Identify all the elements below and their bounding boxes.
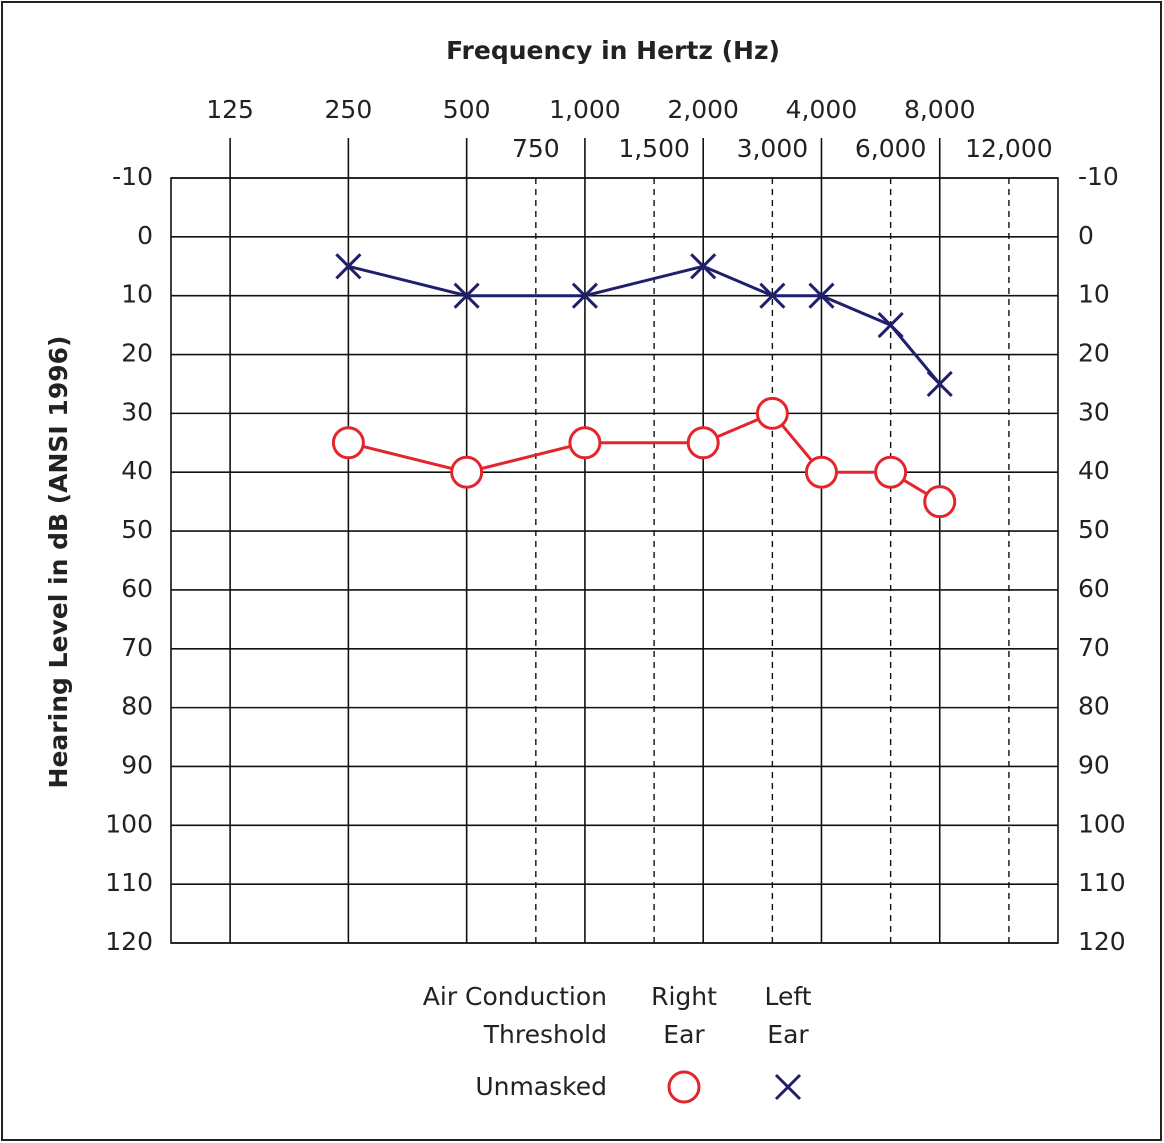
x-minor-tick-label: 6,000 xyxy=(855,134,927,163)
y-tick-label: 120 xyxy=(105,927,153,956)
data-point xyxy=(686,426,720,460)
y-tick-label: 40 xyxy=(121,456,153,485)
x-tick-label: 1,000 xyxy=(549,95,621,124)
x-tick-label: 250 xyxy=(325,95,373,124)
x-tick-label: 2,000 xyxy=(667,95,739,124)
data-point xyxy=(335,253,362,280)
y-tick-label-right: -10 xyxy=(1078,162,1119,191)
y-tick-label: 20 xyxy=(121,339,153,368)
plot-frame xyxy=(170,177,1059,944)
y-tick-label: 60 xyxy=(121,574,153,603)
y-tick-label-right: 70 xyxy=(1078,633,1110,662)
y-tick-label-right: 20 xyxy=(1078,339,1110,368)
y-tick-label: 0 xyxy=(137,221,153,250)
series-line xyxy=(348,264,941,385)
legend-marker xyxy=(774,1073,802,1101)
data-point xyxy=(331,426,365,460)
legend-row-label: Unmasked xyxy=(475,1072,607,1101)
x-minor-tick-label: 3,000 xyxy=(737,134,809,163)
y-tick-label-right: 50 xyxy=(1078,515,1110,544)
y-tick-label: 50 xyxy=(121,515,153,544)
data-point xyxy=(453,282,480,309)
y-tick-label: 80 xyxy=(121,692,153,721)
x-tick-label: 8,000 xyxy=(904,95,976,124)
x-tick-label: 500 xyxy=(443,95,491,124)
x-tick-label: 4,000 xyxy=(786,95,858,124)
legend-label: Left Ear xyxy=(764,982,812,1049)
y-tick-label: 70 xyxy=(121,633,153,662)
y-tick-label: 110 xyxy=(105,868,153,897)
y-tick-label-right: 90 xyxy=(1078,750,1110,779)
legend-marker xyxy=(667,1070,701,1104)
y-tick-label-right: 30 xyxy=(1078,397,1110,426)
y-tick-label: 10 xyxy=(121,280,153,309)
data-point xyxy=(804,455,838,489)
x-minor-tick-label: 1,500 xyxy=(618,134,690,163)
data-point xyxy=(755,396,789,430)
y-tick-label-right: 120 xyxy=(1078,927,1126,956)
y-tick-label-right: 80 xyxy=(1078,692,1110,721)
y-tick-label-right: 40 xyxy=(1078,456,1110,485)
data-point xyxy=(874,455,908,489)
x-minor-tick-label: 12,000 xyxy=(965,134,1052,163)
chart-title: Frequency in Hertz (Hz) xyxy=(446,36,780,65)
legend-label: Right Ear xyxy=(651,982,717,1049)
x-tick-label: 125 xyxy=(206,95,254,124)
data-point xyxy=(450,455,484,489)
y-tick-label-right: 0 xyxy=(1078,221,1094,250)
data-point xyxy=(926,370,953,398)
y-tick-label-right: 110 xyxy=(1078,868,1126,897)
legend-title: Air Conduction Threshold xyxy=(422,982,607,1049)
y-tick-label: 100 xyxy=(105,809,153,838)
data-point xyxy=(923,485,957,519)
data-point xyxy=(808,282,835,309)
series-line xyxy=(348,411,941,503)
data-point xyxy=(877,312,904,339)
y-tick-label: 30 xyxy=(121,397,153,426)
y-axis-label: Hearing Level in dB (ANSI 1996) xyxy=(44,336,73,789)
data-point xyxy=(571,282,598,309)
y-tick-label-right: 10 xyxy=(1078,280,1110,309)
data-point xyxy=(690,253,717,280)
data-point xyxy=(568,426,602,460)
x-minor-tick-label: 750 xyxy=(512,134,560,163)
y-tick-label-right: 100 xyxy=(1078,809,1126,838)
y-tick-label: 90 xyxy=(121,750,153,779)
data-point xyxy=(759,282,786,309)
y-tick-label: -10 xyxy=(112,162,153,191)
y-tick-label-right: 60 xyxy=(1078,574,1110,603)
